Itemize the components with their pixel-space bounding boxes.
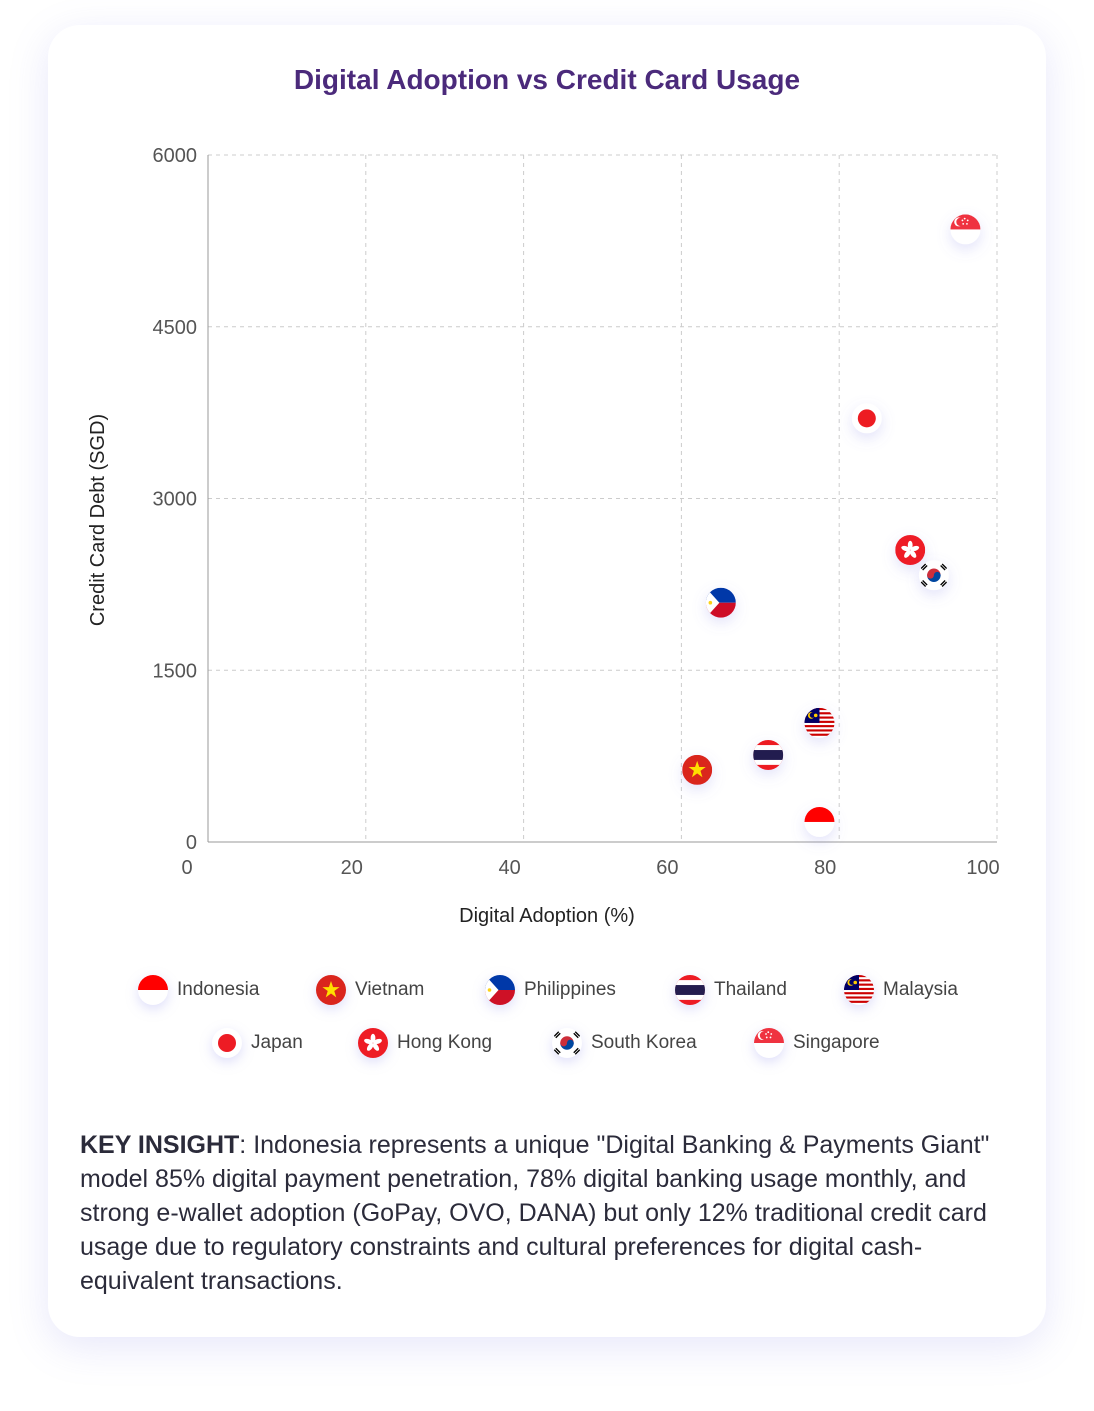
kr-flag-icon — [919, 560, 949, 590]
x-tick-label: 100 — [966, 857, 999, 879]
legend-item-thailand[interactable]: Thailand — [675, 975, 787, 1005]
sg-flag-icon — [950, 214, 980, 244]
x-tick-label: 20 — [341, 857, 363, 879]
scatter-chart: 0 20 40 60 80 100 0 1500 3000 4500 6000 Digital Ad… — [87, 145, 1000, 927]
y-axis-title: Credit Card Debt (SGD) — [87, 414, 109, 626]
th-flag-icon — [753, 740, 783, 770]
y-tick-label: 0 — [186, 832, 197, 854]
legend-label: Thailand — [714, 979, 787, 1000]
th-flag-icon — [675, 975, 705, 1005]
legend-item-indonesia[interactable]: Indonesia — [138, 975, 259, 1005]
id-flag-icon — [804, 807, 834, 837]
data-point-philippines[interactable] — [706, 588, 736, 618]
axes — [207, 155, 997, 843]
data-point-japan[interactable] — [852, 403, 882, 433]
id-flag-icon — [138, 975, 168, 1005]
y-tick-label: 3000 — [153, 489, 198, 511]
vn-flag-icon — [682, 755, 712, 785]
chart-title: Digital Adoption vs Credit Card Usage — [293, 64, 801, 95]
x-axis-title: Digital Adoption (%) — [459, 905, 635, 927]
data-point-thailand[interactable] — [753, 740, 783, 770]
ph-flag-icon — [706, 588, 736, 618]
legend-label: Japan — [251, 1032, 303, 1053]
chart-card — [48, 25, 1046, 1337]
jp-flag-icon — [212, 1028, 242, 1058]
x-tick-label: 40 — [498, 857, 520, 879]
jp-flag-icon — [852, 403, 882, 433]
my-flag-icon — [804, 708, 834, 738]
y-tick-label: 1500 — [153, 660, 198, 682]
data-points — [682, 214, 980, 837]
grid-lines — [208, 154, 998, 842]
legend-label: Malaysia — [883, 979, 958, 1000]
legend-item-philippines[interactable]: Philippines — [485, 975, 616, 1005]
data-point-vietnam[interactable] — [682, 755, 712, 785]
legend-item-singapore[interactable]: Singapore — [754, 1028, 880, 1058]
x-tick-label: 0 — [181, 857, 192, 879]
legend-label: South Korea — [591, 1032, 697, 1053]
tick-labels: 0 20 40 60 80 100 0 1500 3000 4500 6000 — [153, 145, 1000, 879]
legend-label: Philippines — [524, 979, 616, 1000]
kr-flag-icon — [552, 1028, 582, 1058]
legend-item-hong-kong[interactable]: Hong Kong — [358, 1028, 492, 1058]
key-insight: KEY INSIGHT: Indonesia represents a uniq… — [80, 1128, 1020, 1298]
legend-label: Hong Kong — [397, 1032, 493, 1053]
data-point-malaysia[interactable] — [804, 708, 834, 738]
legend-item-malaysia[interactable]: Malaysia — [844, 975, 958, 1005]
insight-label: KEY INSIGHT — [80, 1131, 240, 1159]
data-point-indonesia[interactable] — [804, 807, 834, 837]
my-flag-icon — [844, 975, 874, 1005]
y-tick-label: 4500 — [153, 317, 198, 339]
legend-label: Vietnam — [355, 979, 425, 1000]
legend-item-japan[interactable]: Japan — [212, 1028, 303, 1058]
hk-flag-icon — [358, 1028, 388, 1058]
y-tick-label: 6000 — [153, 145, 198, 167]
insight-text: : Indonesia represents a unique "Digital… — [80, 1131, 990, 1295]
x-tick-label: 60 — [656, 857, 678, 879]
legend-item-south-korea[interactable]: South Korea — [552, 1028, 697, 1058]
vn-flag-icon — [316, 975, 346, 1005]
legend-label: Indonesia — [177, 979, 260, 1000]
legend-item-vietnam[interactable]: Vietnam — [316, 975, 424, 1005]
ph-flag-icon — [485, 975, 515, 1005]
x-tick-label: 80 — [814, 857, 836, 879]
data-point-south-korea[interactable] — [919, 560, 949, 590]
legend-label: Singapore — [793, 1032, 880, 1053]
hk-flag-icon — [895, 535, 925, 565]
data-point-singapore[interactable] — [950, 214, 980, 244]
sg-flag-icon — [754, 1028, 784, 1058]
data-point-hong-kong[interactable] — [895, 535, 925, 565]
